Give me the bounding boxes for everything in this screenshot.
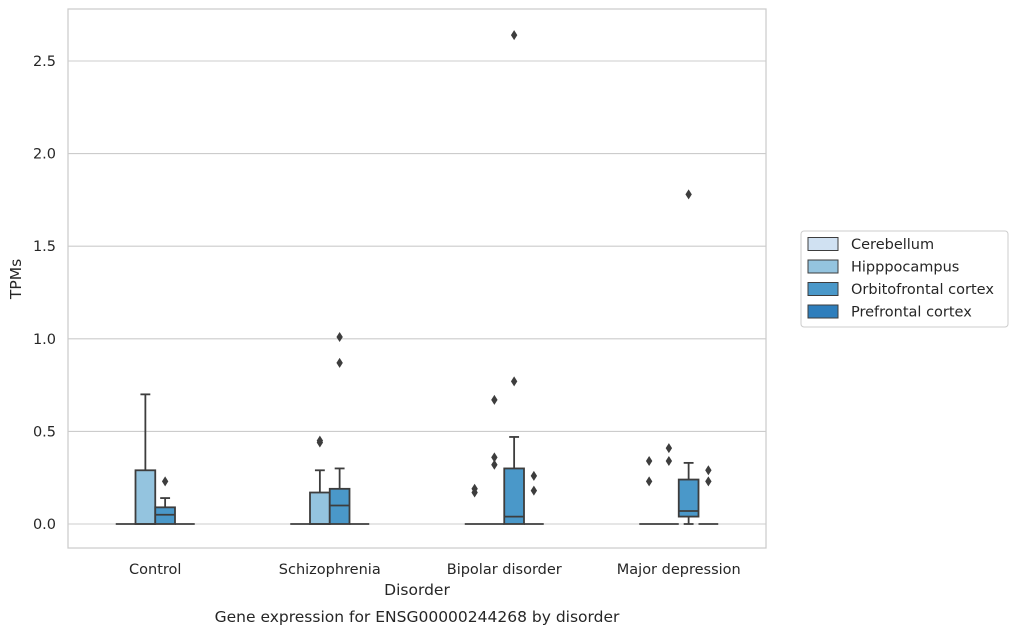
y-tick-label: 1.5 (33, 239, 56, 255)
box-orbitofrontal-cortex (677, 189, 700, 525)
box-hipppocampus (309, 435, 331, 525)
outlier-point (705, 476, 712, 487)
box-plot-series (115, 30, 719, 525)
legend-swatch (807, 237, 839, 251)
x-tick-label: Major depression (617, 562, 741, 578)
box-cerebellum (639, 456, 659, 525)
legend-label: Orbitofrontal cortex (851, 282, 994, 298)
box-orbitofrontal-cortex (328, 331, 351, 525)
x-tick-label: Bipolar disorder (447, 562, 562, 578)
outlier-point (510, 30, 518, 41)
box-cerebellum (464, 483, 485, 525)
legend-swatch (807, 304, 839, 319)
outlier-point (665, 456, 673, 467)
outlier-point (645, 456, 653, 467)
box-prefrontal-cortex (698, 465, 719, 525)
outlier-point (510, 376, 518, 387)
outlier-point (491, 459, 498, 470)
outlier-point (530, 470, 538, 481)
outlier-point (336, 357, 343, 368)
legend-label: Prefrontal cortex (851, 305, 972, 321)
outlier-point (665, 443, 673, 454)
y-tick-label: 1.0 (33, 332, 56, 348)
x-tick-label: Control (129, 562, 181, 578)
box-body (503, 467, 525, 525)
outlier-point (530, 485, 538, 496)
outlier-point (491, 394, 498, 405)
box-body (309, 491, 331, 525)
outlier-point (491, 452, 498, 463)
y-tick-label: 0.0 (33, 517, 56, 533)
outlier-point (161, 476, 169, 487)
legend-frame (800, 230, 1009, 328)
outlier-point (336, 331, 343, 342)
box-body (134, 469, 157, 525)
y-tick-label: 2.0 (33, 147, 56, 163)
box-body (154, 506, 176, 525)
box-hipppocampus (134, 393, 157, 525)
box-orbitofrontal-cortex (503, 30, 525, 525)
box-prefrontal-cortex (524, 470, 544, 525)
y-tick-label: 0.5 (33, 424, 56, 440)
box-orbitofrontal-cortex (154, 476, 176, 525)
outlier-point (685, 189, 692, 200)
legend-label: Hipppocampus (851, 260, 959, 276)
y-tick-label: 2.5 (33, 54, 56, 70)
outlier-point (705, 465, 712, 476)
outlier-point (645, 476, 653, 487)
legend-items: Cerebellum Hipppocampus Orbitofrontal cort… (807, 237, 994, 321)
outlier-point (471, 483, 478, 494)
x-axis-label: Disorder (384, 581, 450, 599)
plot-frame (67, 8, 767, 549)
y-axis-label: TPMs (7, 259, 25, 300)
outlier-point (316, 435, 324, 446)
legend-swatch (807, 282, 839, 296)
gridlines (68, 60, 766, 525)
legend: Cerebellum Hipppocampus Orbitofrontal cort… (800, 230, 1009, 328)
legend-label: Cerebellum (851, 237, 934, 253)
box-hipppocampus (484, 394, 505, 525)
y-axis-ticks: 0.0 0.5 1.0 1.5 2.0 2.5 (33, 54, 56, 533)
box-body (328, 487, 351, 525)
box-hipppocampus (659, 443, 679, 525)
box-body (677, 478, 700, 518)
x-axis-ticks: Control Schizophrenia Bipolar disorder Majo… (129, 562, 741, 578)
chart-title: Gene expression for ENSG00000244268 by d… (215, 608, 620, 626)
x-tick-label: Schizophrenia (279, 562, 381, 578)
legend-swatch (807, 259, 839, 274)
